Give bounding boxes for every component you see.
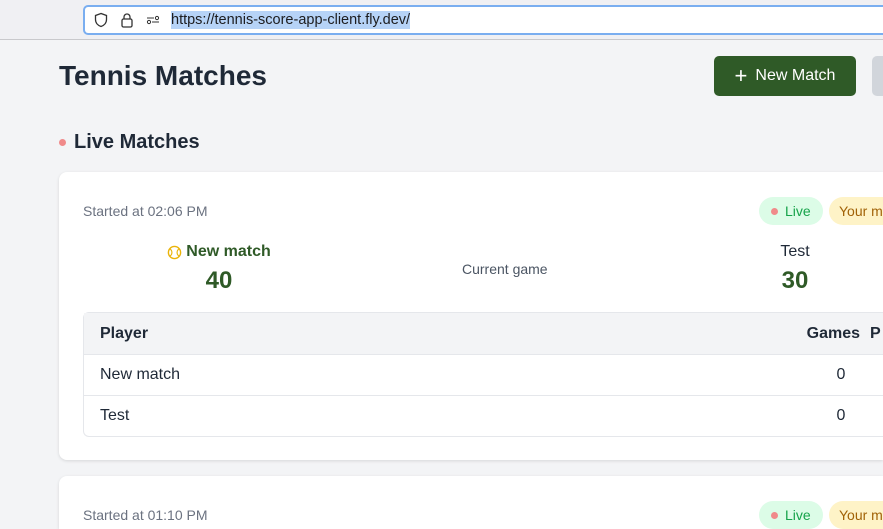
your-match-badge: Your m [829,501,883,529]
table-header: Player Games P [84,313,883,354]
player2-name: Test [780,243,810,260]
player2-score: 30 [781,267,809,294]
tennis-ball-icon [167,245,182,259]
plus-icon: + [734,63,748,88]
address-bar[interactable]: https://tennis-score-app-client.fly.dev/ [83,5,883,35]
permissions-icon[interactable] [145,12,161,28]
current-game-label: Current game [462,261,548,277]
live-badge: Live [759,197,823,225]
started-time: Started at 01:10 PM [83,507,208,523]
page-title: Tennis Matches [59,60,267,91]
live-dot-icon [59,139,66,146]
player1-score: 40 [205,267,233,294]
player1-name: New match [159,243,279,261]
shield-icon [94,12,108,28]
table-row: Test 0 [84,395,883,436]
match-card[interactable]: Started at 02:06 PM Live Your m New matc… [59,172,883,460]
new-match-button[interactable]: + New Match [714,56,856,96]
live-dot-icon [771,207,778,215]
live-dot-icon [771,511,778,519]
started-time: Started at 02:06 PM [83,203,208,219]
live-matches-heading: Live Matches [59,131,200,154]
secondary-button[interactable] [872,56,883,96]
your-match-badge: Your m [829,197,883,225]
live-badge: Live [759,501,823,529]
score-table: Player Games P New match 0 Test 0 [83,312,883,437]
url-text[interactable]: https://tennis-score-app-client.fly.dev/ [171,11,411,29]
browser-toolbar: https://tennis-score-app-client.fly.dev/ [0,0,883,40]
table-row: New match 0 [84,354,883,395]
match-card[interactable]: Started at 01:10 PM Live Your m [59,476,883,529]
lock-icon [121,13,133,28]
